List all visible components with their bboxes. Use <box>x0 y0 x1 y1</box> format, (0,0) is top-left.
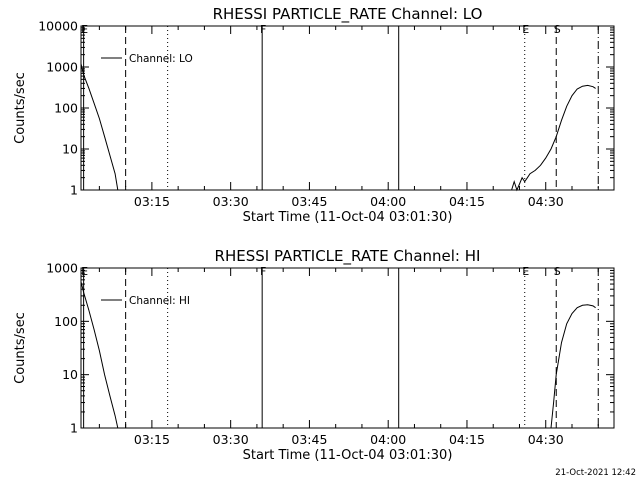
y-axis-label: Counts/sec <box>13 72 28 144</box>
y-axis-label: Counts/sec <box>13 312 28 384</box>
marker-label: E <box>81 23 88 36</box>
y-tick-label: 1000 <box>46 60 78 75</box>
y-tick-label: 10 <box>62 367 78 382</box>
y-tick-label: 1 <box>70 421 78 436</box>
series-line <box>80 281 119 429</box>
plot-frame <box>80 25 615 191</box>
x-tick-label: 04:15 <box>449 432 485 447</box>
marker-label: S <box>554 23 561 36</box>
series-line <box>550 304 596 429</box>
x-tick-label: 04:30 <box>528 432 564 447</box>
x-axis-label: Start Time (11-Oct-04 03:01:30) <box>243 448 453 463</box>
y-tick-label: 1000 <box>46 261 78 276</box>
y-tick-label: 10 <box>62 142 78 157</box>
x-tick-label: 04:15 <box>449 194 485 209</box>
x-tick-label: 03:30 <box>213 194 249 209</box>
x-tick-label: 03:45 <box>291 432 327 447</box>
y-tick-label: 100 <box>54 101 78 116</box>
y-tick-label: 100 <box>54 314 78 329</box>
x-tick-label: 04:00 <box>370 432 406 447</box>
marker-label: S <box>554 265 561 278</box>
x-tick-label: 03:15 <box>134 194 170 209</box>
timestamp: 21-Oct-2021 12:42 <box>555 468 636 478</box>
series-line <box>80 63 119 191</box>
panel-lo: RHESSI PARTICLE_RATE Channel: LO 1 10 100 10… <box>13 5 615 225</box>
marker-label: F <box>260 23 266 36</box>
plot-frame <box>80 267 615 429</box>
series-line <box>511 84 596 192</box>
panel-hi: RHESSI PARTICLE_RATE Channel: HI 1 10 100 10… <box>13 247 615 463</box>
legend-label: Channel: LO <box>129 53 193 65</box>
chart-title: RHESSI PARTICLE_RATE Channel: HI <box>215 247 481 266</box>
x-tick-label: 03:30 <box>213 432 249 447</box>
marker-label: E <box>522 23 529 36</box>
y-tick-label: 10000 <box>38 19 78 34</box>
x-tick-label: 04:30 <box>528 194 564 209</box>
x-tick-label: 03:15 <box>134 432 170 447</box>
y-tick-label: 1 <box>70 183 78 198</box>
legend-label: Channel: HI <box>129 295 190 307</box>
marker-label: E <box>81 265 88 278</box>
marker-label: E <box>522 265 529 278</box>
x-tick-label: 04:00 <box>370 194 406 209</box>
x-axis-label: Start Time (11-Oct-04 03:01:30) <box>243 210 453 225</box>
marker-label: F <box>260 265 266 278</box>
chart-title: RHESSI PARTICLE_RATE Channel: LO <box>213 5 483 24</box>
x-tick-label: 03:45 <box>291 194 327 209</box>
